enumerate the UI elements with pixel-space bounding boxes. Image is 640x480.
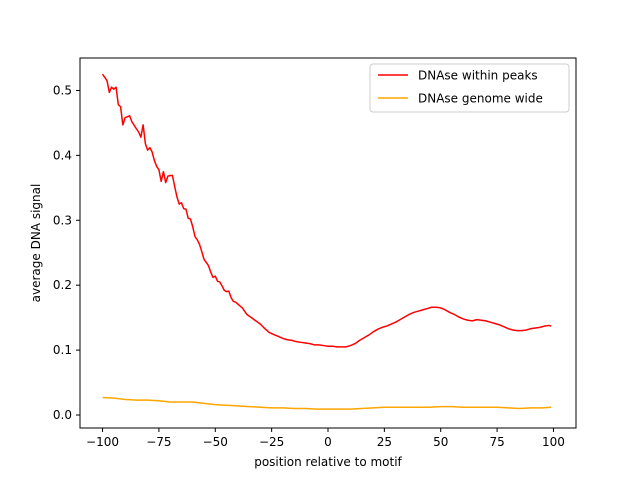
y-tick-label: 0.0 xyxy=(53,408,72,422)
series-line-dnase-genome-wide xyxy=(102,396,552,410)
x-tick-label: −50 xyxy=(203,435,228,449)
y-tick-label: 0.1 xyxy=(53,343,72,357)
y-axis-label: average DNA signal xyxy=(29,184,43,303)
x-tick-label: −100 xyxy=(86,435,119,449)
x-tick-label: 50 xyxy=(433,435,448,449)
legend-label-dnase-genome-wide: DNAse genome wide xyxy=(418,92,543,106)
x-tick-label: −75 xyxy=(146,435,171,449)
x-axis: −100 −75 −50 −25 0 25 50 75 100 xyxy=(86,428,565,449)
y-axis: 0.0 0.1 0.2 0.3 0.4 0.5 xyxy=(53,83,80,422)
x-tick-label: 75 xyxy=(489,435,504,449)
series-line-dnase-within-peaks xyxy=(101,73,552,348)
x-tick-label: −25 xyxy=(259,435,284,449)
series-layer xyxy=(101,73,552,410)
legend-label-dnase-within-peaks: DNAse within peaks xyxy=(418,69,538,83)
plot-frame xyxy=(79,57,577,429)
legend-box xyxy=(369,63,570,113)
legend: DNAse within peaks DNAse genome wide xyxy=(369,63,570,113)
y-tick-label: 0.3 xyxy=(53,213,72,227)
x-axis-label: position relative to motif xyxy=(254,455,402,469)
x-tick-label: 100 xyxy=(542,435,565,449)
y-tick-label: 0.4 xyxy=(53,148,72,162)
x-tick-label: 25 xyxy=(377,435,392,449)
y-tick-label: 0.2 xyxy=(53,278,72,292)
y-tick-label: 0.5 xyxy=(53,83,72,97)
x-tick-label: 0 xyxy=(324,435,332,449)
